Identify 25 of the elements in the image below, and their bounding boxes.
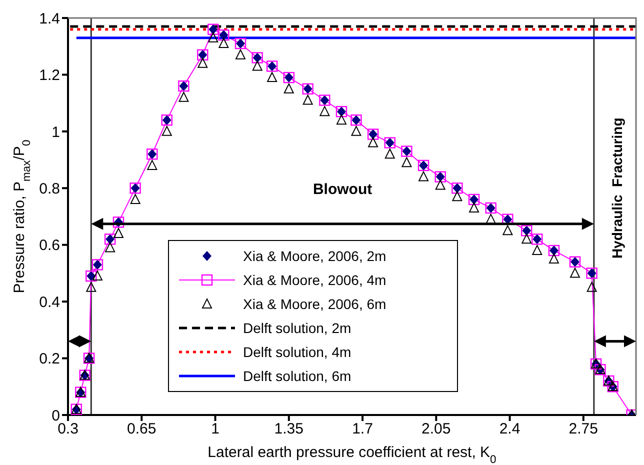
x-tick-label: 0.3 bbox=[58, 420, 78, 438]
x-tick-label: 2.4 bbox=[499, 420, 520, 438]
annotation: Blowout bbox=[312, 180, 372, 198]
x-tick-label: 2.05 bbox=[422, 420, 451, 438]
x-tick-label: 1.35 bbox=[274, 420, 304, 438]
y-tick-label: 1 bbox=[52, 124, 60, 141]
legend-label: Xia & Moore, 2006, 2m bbox=[243, 248, 386, 264]
y-tick-label: 0.4 bbox=[39, 294, 60, 311]
legend-label: Xia & Moore, 2006, 6m bbox=[243, 296, 386, 312]
y-tick-label: 1.2 bbox=[39, 67, 60, 84]
legend-label: Delft solution, 4m bbox=[243, 344, 352, 360]
x-axis-title: Lateral earth pressure coefficient at rest, K$_{0}$ bbox=[208, 444, 496, 465]
y-tick-label: 0.2 bbox=[39, 350, 60, 368]
legend-label: Delft solution, 2m bbox=[243, 320, 352, 336]
legend-label: Delft solution, 6m bbox=[243, 368, 352, 384]
annotation: Hydraulic Fracturing bbox=[608, 118, 625, 259]
y-tick-label: 0.6 bbox=[39, 237, 60, 254]
x-tick-label: 2.75 bbox=[568, 420, 598, 438]
x-tick-label: 1 bbox=[211, 420, 220, 438]
x-tick-label: 0.65 bbox=[127, 420, 156, 438]
y-tick-label: 1.4 bbox=[39, 10, 60, 28]
y-tick-label: 0.8 bbox=[39, 180, 60, 198]
y-tick-label: 0 bbox=[52, 407, 60, 424]
legend-label: Xia & Moore, 2006, 4m bbox=[243, 272, 386, 288]
x-tick-label: 1.7 bbox=[352, 420, 373, 438]
